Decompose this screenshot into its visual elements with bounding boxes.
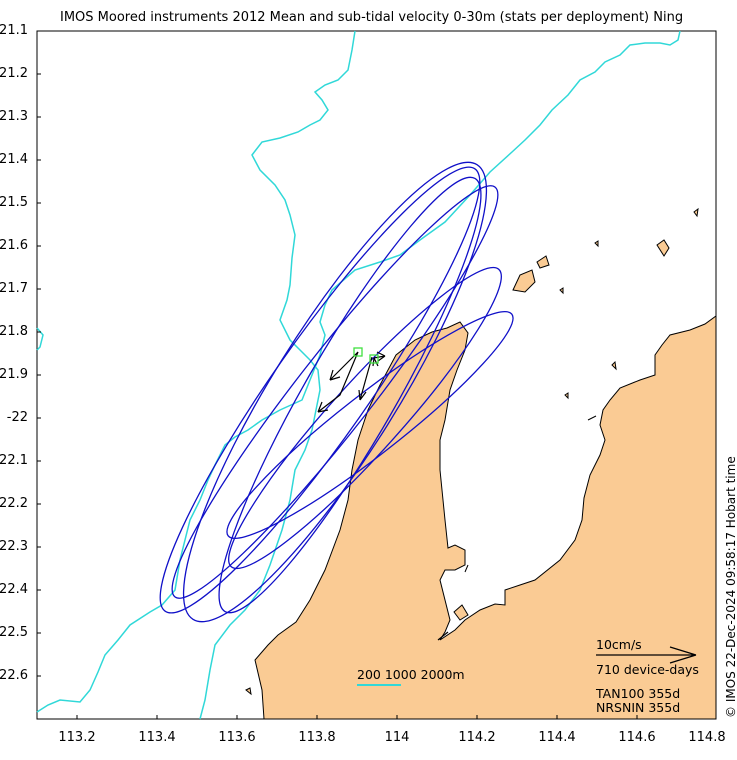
y-tick-label: 21.5	[0, 195, 28, 210]
chart-title: IMOS Moored instruments 2012 Mean and su…	[60, 10, 684, 25]
y-tick-label: 21.3	[0, 109, 28, 124]
credit-text: © IMOS 22-Dec-2024 09:58:17 Hobart time	[724, 456, 737, 718]
y-tick-label: 21.4	[0, 152, 28, 167]
scale-arrow	[596, 646, 697, 664]
velocity-arrow	[317, 351, 359, 413]
x-tick-label: 113.4	[138, 730, 176, 745]
station-marker-tan100[interactable]	[353, 347, 363, 357]
island	[453, 604, 469, 621]
y-tick-label: 22.3	[0, 539, 28, 554]
y-tick-label: -22	[6, 410, 28, 425]
cape-peninsula	[254, 315, 717, 720]
scale-label: 10cm/s	[596, 637, 642, 652]
island	[559, 287, 564, 295]
y-tick-label: 22.5	[0, 625, 28, 640]
velocity-arrow	[329, 351, 359, 381]
island	[564, 392, 569, 400]
island	[611, 360, 617, 371]
velocity-arrow	[372, 357, 379, 367]
y-tick-label: 22.1	[0, 453, 28, 468]
velocity-arrow	[373, 351, 386, 362]
reef-line	[587, 415, 597, 421]
y-tick-label: 21.1	[0, 23, 28, 38]
velocity-arrow	[358, 356, 373, 401]
x-tick-label: 113.2	[58, 730, 96, 745]
device-days-label: 710 device-days	[596, 662, 699, 677]
velocity-arrows	[317, 351, 697, 664]
variance-ellipse	[171, 185, 499, 599]
variance-ellipses	[159, 161, 514, 623]
axis-ticks	[37, 30, 717, 719]
y-tick-label: 22.4	[0, 582, 28, 597]
island	[512, 269, 536, 293]
x-tick-label: 113.8	[298, 730, 336, 745]
isobath-line	[36, 30, 681, 713]
island	[245, 687, 252, 696]
y-tick-label: 22.6	[0, 668, 28, 683]
land-mass	[245, 207, 717, 720]
y-tick-label: 21.7	[0, 281, 28, 296]
x-tick-label: 114.6	[618, 730, 656, 745]
isobath-line	[199, 30, 356, 720]
island	[693, 207, 699, 218]
island	[656, 239, 670, 257]
y-tick-label: 22.2	[0, 496, 28, 511]
x-tick-label: 114.8	[688, 730, 726, 745]
y-tick-label: 21.8	[0, 324, 28, 339]
station-marker-nrsnin[interactable]	[369, 354, 379, 364]
x-tick-label: 114.4	[538, 730, 576, 745]
y-tick-label: 21.9	[0, 367, 28, 382]
reef-line	[464, 564, 469, 573]
island	[536, 255, 550, 269]
station-label: NRSNIN 355d	[596, 700, 681, 715]
x-tick-label: 114.2	[458, 730, 496, 745]
x-tick-label: 114	[384, 730, 410, 745]
y-tick-label: 21.6	[0, 238, 28, 253]
variance-ellipse	[226, 311, 514, 539]
variance-ellipse	[228, 266, 502, 570]
variance-ellipse	[182, 161, 488, 623]
bathymetry-label: 200 1000 2000m	[357, 667, 465, 682]
y-tick-label: 21.2	[0, 66, 28, 81]
station-label: TAN100 355d	[596, 686, 681, 701]
reef-line	[437, 631, 449, 641]
station-markers	[353, 347, 379, 364]
x-tick-label: 113.6	[218, 730, 256, 745]
variance-ellipse	[218, 176, 482, 614]
island	[594, 240, 599, 248]
